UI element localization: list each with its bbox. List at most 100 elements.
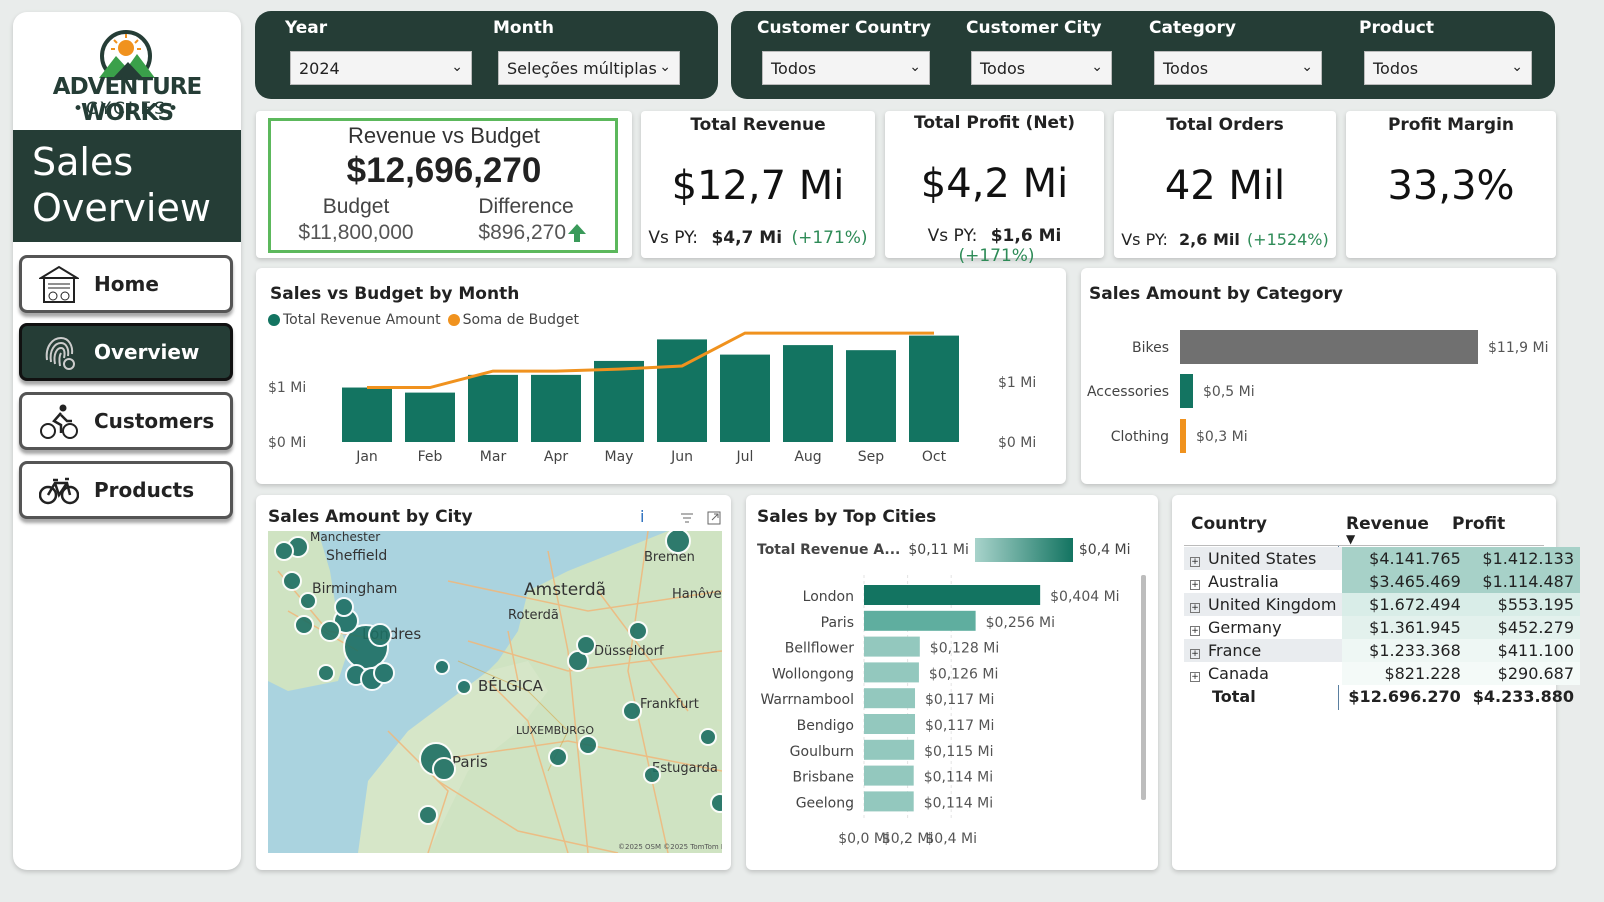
city-label: London (803, 589, 854, 605)
data-label: $11,9 Mi (1488, 340, 1549, 356)
logo-line2: •CYCLES• (73, 99, 181, 119)
info-icon[interactable]: i (640, 507, 645, 526)
city-bubble[interactable] (274, 541, 294, 561)
expand-icon[interactable]: + (1190, 603, 1200, 613)
revenue-cell: $4.141.765 (1342, 547, 1467, 570)
city-bubble[interactable] (434, 659, 450, 675)
expand-icon[interactable]: + (1190, 557, 1200, 567)
country-name: France (1208, 641, 1262, 660)
matrix-total-row: Total $12.696.270 $4.233.880 (1184, 685, 1580, 708)
filter-icon[interactable] (680, 511, 694, 525)
city-bubble[interactable] (628, 621, 648, 641)
city-bubble[interactable] (334, 597, 354, 617)
nav-customers-button[interactable]: Customers (19, 392, 233, 450)
city-bubble[interactable] (643, 766, 661, 784)
bar-bendigo[interactable] (864, 714, 916, 734)
bar-bikes[interactable] (1180, 330, 1478, 364)
scrollbar[interactable] (1141, 575, 1146, 800)
city-bubble[interactable] (622, 701, 642, 721)
bar-Jun[interactable] (657, 339, 707, 442)
city-bubble[interactable] (456, 679, 472, 695)
city-bubble[interactable] (282, 571, 302, 591)
nav-overview-button[interactable]: Overview (19, 323, 233, 381)
city-bubble[interactable] (373, 662, 395, 684)
sales-map[interactable]: Manchester Sheffield Birmingham Londres … (268, 531, 722, 853)
matrix-row[interactable]: + United Kingdom $1.672.494 $553.195 (1184, 593, 1580, 616)
matrix-row[interactable]: + United States $4.141.765 $1.412.133 (1184, 547, 1580, 570)
map-label: Hanôver (672, 587, 722, 602)
city-bubble[interactable] (299, 592, 317, 610)
category-slicer-dropdown[interactable]: Todos ⌄ (1154, 51, 1322, 85)
bar-Feb[interactable] (405, 392, 455, 442)
bar-clothing[interactable] (1180, 419, 1186, 453)
matrix-row[interactable]: + France $1.233.368 $411.100 (1184, 639, 1580, 662)
rvb-value: $12,696,270 (346, 151, 542, 190)
city-bubble[interactable] (576, 635, 596, 655)
bar-Aug[interactable] (783, 345, 833, 442)
bar-Oct[interactable] (909, 335, 959, 442)
bar-geelong[interactable] (864, 791, 914, 812)
expand-icon[interactable]: + (1190, 580, 1200, 590)
bar-warrnambool[interactable] (864, 688, 916, 709)
x-tick-label: $0,0 Mi (838, 831, 890, 847)
map-label: BÉLGICA (478, 676, 544, 695)
expand-icon[interactable]: + (1190, 626, 1200, 636)
nav-products-button[interactable]: Products (19, 461, 233, 519)
city-bubble[interactable] (319, 620, 341, 642)
matrix-header-profit[interactable]: Profit (1452, 514, 1506, 534)
matrix-header-revenue[interactable]: Revenue (1346, 514, 1429, 534)
city-bubble[interactable] (699, 728, 717, 746)
city-bubble[interactable] (710, 793, 722, 813)
bar-wollongong[interactable] (864, 662, 919, 683)
nav-home-button[interactable]: Home (19, 255, 233, 313)
sort-desc-icon[interactable]: ▼ (1346, 532, 1356, 546)
city-bubble[interactable] (368, 623, 392, 647)
matrix-row[interactable]: + Canada $821.228 $290.687 (1184, 662, 1580, 685)
bar-bellflower[interactable] (864, 636, 920, 657)
kpi-total-profit: Total Profit (Net) $4,2 Mi Vs PY: $1,6 M… (885, 111, 1104, 266)
x-tick-label: Aug (794, 449, 821, 465)
logo: ADVENTURE WORKS •CYCLES• (13, 20, 241, 128)
x-tick-label: Jun (670, 449, 693, 465)
matrix-row[interactable]: + Australia $3.465.469 $1.114.487 (1184, 570, 1580, 593)
city-slicer-value: Todos (980, 59, 1026, 78)
year-slicer-dropdown[interactable]: 2024 ⌄ (290, 51, 472, 85)
expand-icon[interactable]: + (1190, 672, 1200, 682)
budget-line[interactable] (367, 331, 934, 390)
city-slicer-dropdown[interactable]: Todos ⌄ (971, 51, 1112, 85)
matrix-header-country[interactable]: Country (1191, 514, 1267, 534)
city-bubble[interactable] (665, 531, 691, 554)
chevron-down-icon: ⌄ (1511, 59, 1523, 75)
month-slicer-dropdown[interactable]: Seleções múltiplas ⌄ (498, 51, 680, 85)
city-bubble[interactable] (418, 805, 438, 825)
city-label: Wollongong (772, 666, 854, 682)
bar-paris[interactable] (864, 610, 976, 631)
bar-brisbane[interactable] (864, 765, 914, 786)
y-tick-left-0: $0 Mi (268, 435, 306, 451)
expand-icon[interactable]: + (1190, 649, 1200, 659)
chart-title: Sales by Top Cities (757, 507, 937, 527)
city-bubble[interactable] (294, 615, 314, 635)
city-bubble[interactable] (317, 664, 335, 682)
bar-accessories[interactable] (1180, 374, 1193, 408)
country-name: Australia (1208, 572, 1279, 591)
bar-May[interactable] (594, 360, 644, 442)
bar-Mar[interactable] (468, 374, 518, 442)
city-bubble[interactable] (432, 757, 456, 781)
bar-Sep[interactable] (846, 350, 896, 442)
city-bubble[interactable] (578, 735, 598, 755)
bar-Jan[interactable] (342, 387, 392, 442)
city-bubble[interactable] (548, 747, 568, 767)
product-slicer-dropdown[interactable]: Todos ⌄ (1364, 51, 1532, 85)
kpi-py-value: 2,6 Mil (1179, 230, 1240, 249)
focus-mode-icon[interactable] (707, 511, 721, 525)
bar-london[interactable] (864, 585, 1041, 605)
bar-Apr[interactable] (531, 374, 581, 442)
bar-Jul[interactable] (720, 354, 770, 442)
kpi-value: 42 Mil (1164, 163, 1286, 209)
map-label: Manchester (310, 531, 380, 544)
country-slicer-dropdown[interactable]: Todos ⌄ (762, 51, 930, 85)
bar-goulburn[interactable] (864, 739, 915, 760)
matrix-row[interactable]: + Germany $1.361.945 $452.279 (1184, 616, 1580, 639)
year-slicer-value: 2024 (299, 59, 340, 78)
